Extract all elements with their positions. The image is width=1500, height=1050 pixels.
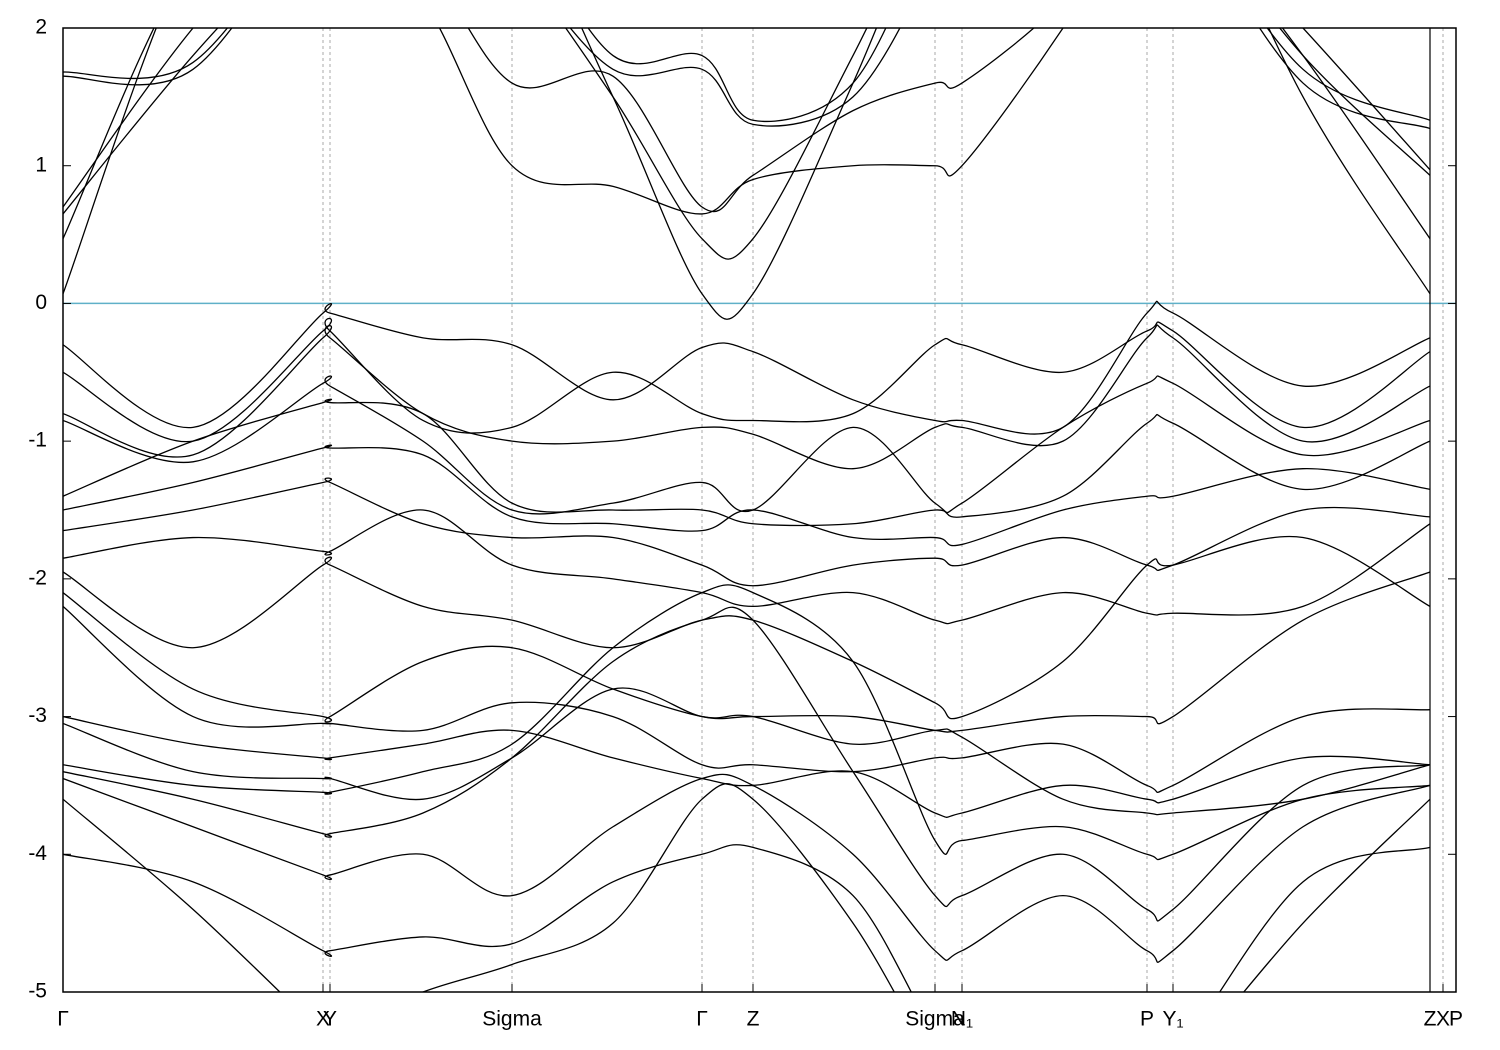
x-tick-label: Z	[747, 1008, 760, 1031]
x-tick-label: Γ	[696, 1008, 708, 1031]
band-line	[63, 773, 1431, 963]
band-line	[63, 444, 1431, 547]
band-line	[63, 398, 1431, 527]
band-line	[63, 28, 1431, 123]
band-line	[63, 28, 1431, 130]
band-line	[63, 605, 1431, 794]
x-tick-label: P	[1449, 1008, 1463, 1031]
band-line	[63, 783, 1431, 992]
y-tick-label: -3	[28, 704, 47, 727]
y-tick-label: -1	[28, 429, 47, 452]
band-line	[63, 28, 1431, 213]
plot-area	[63, 28, 1456, 992]
x-tick-label: Y₁	[1162, 1008, 1183, 1031]
x-tick-label: Z	[1424, 1008, 1437, 1031]
band-line	[63, 28, 1431, 260]
y-tick-label: -5	[28, 980, 47, 1003]
y-tick-label: 1	[35, 153, 47, 176]
band-line	[63, 317, 1431, 443]
x-tick-label: P	[1140, 1008, 1154, 1031]
band-line	[63, 584, 1431, 861]
x-tick-label: X	[1436, 1008, 1450, 1031]
band-line	[63, 477, 1431, 587]
band-line	[63, 28, 1431, 320]
y-tick-label: -2	[28, 566, 47, 589]
band-line	[63, 509, 1431, 625]
x-tick-label: N₁	[951, 1008, 973, 1031]
band-line	[63, 28, 1431, 215]
bands	[63, 28, 1456, 992]
band-line	[63, 300, 1431, 435]
y-tick-label: 0	[35, 291, 47, 314]
band-line	[63, 687, 1431, 816]
x-tick-label: Γ	[57, 1008, 69, 1031]
y-tick-label: 2	[35, 16, 47, 39]
x-tick-label: Y	[323, 1008, 337, 1031]
x-tick-label: Sigma	[482, 1008, 542, 1031]
x-tick-label: Sigma	[905, 1008, 965, 1031]
y-tick-label: -4	[28, 842, 47, 865]
band-line	[63, 324, 1431, 470]
plot-frame	[62, 27, 1457, 993]
x-tick-label: X	[316, 1008, 330, 1031]
band-line	[63, 844, 1431, 992]
band-line	[63, 606, 1431, 922]
